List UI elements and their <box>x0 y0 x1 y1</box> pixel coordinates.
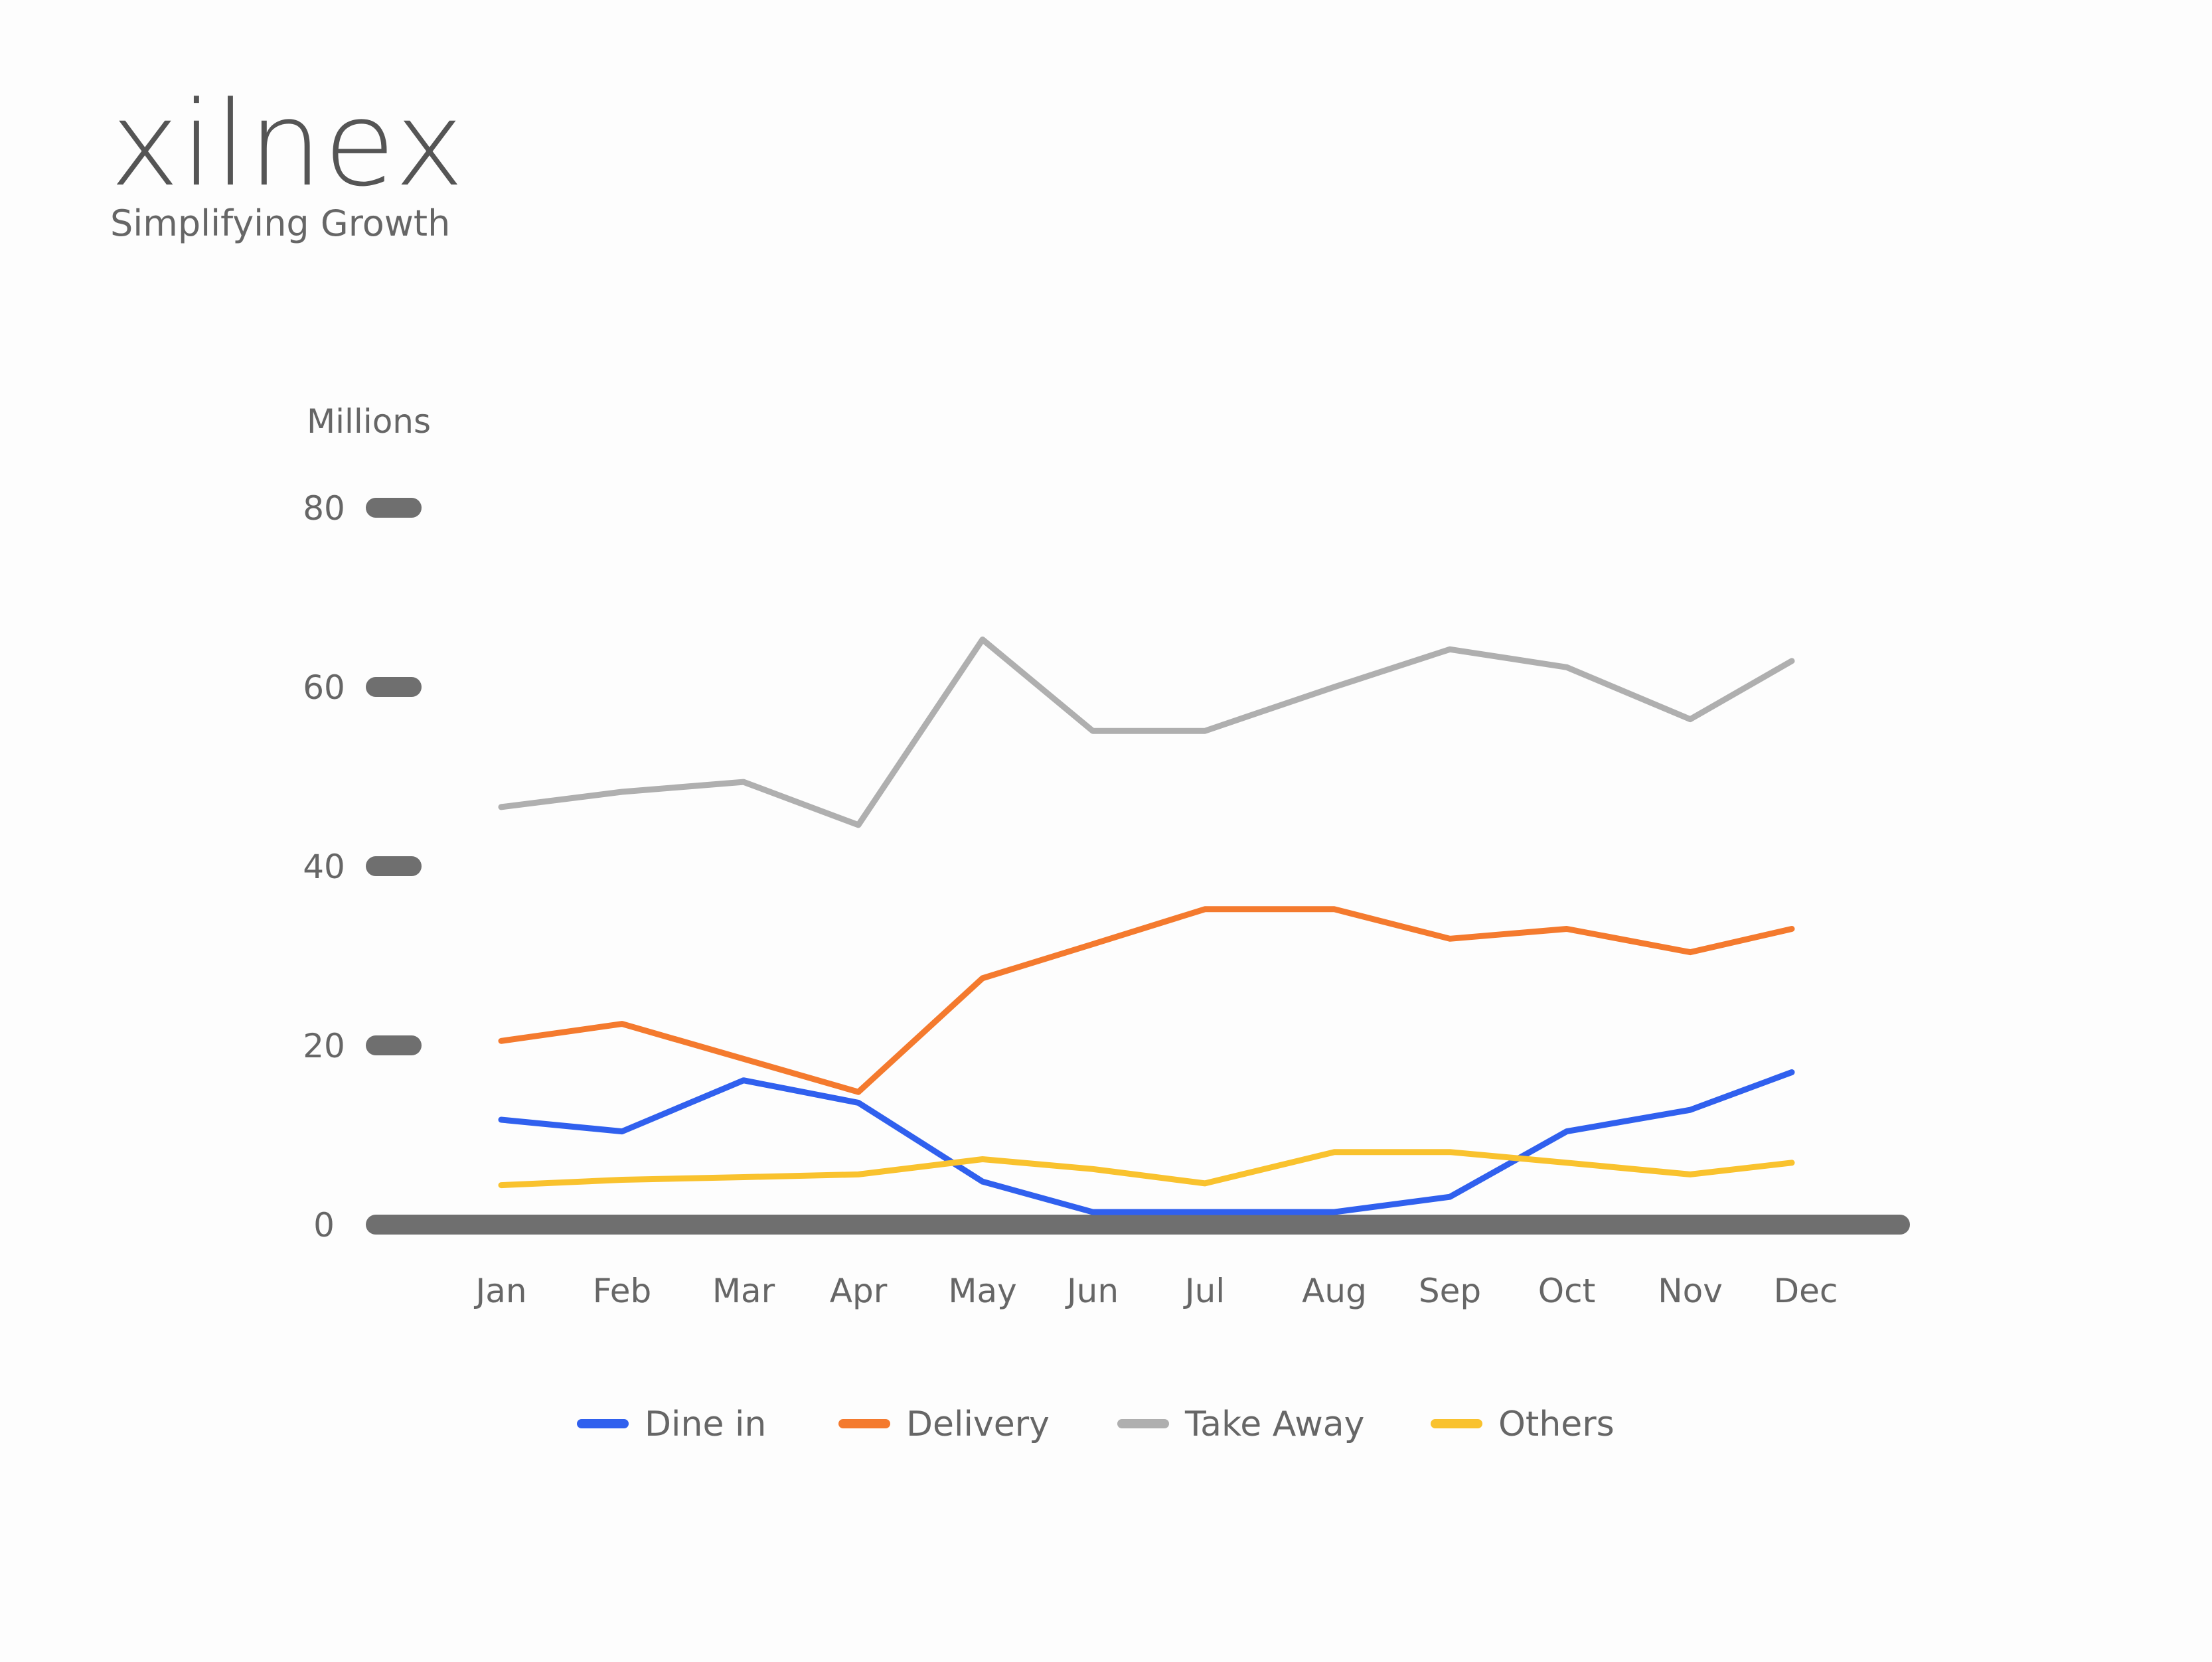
legend: Dine in Delivery Take Away Others <box>577 1404 1615 1444</box>
y-tick-label: 80 <box>303 489 345 528</box>
series-lines <box>498 637 1795 1215</box>
legend-label: Delivery <box>906 1404 1050 1444</box>
x-tick-label: Mar <box>712 1272 775 1310</box>
y-axis-unit-label: Millions <box>307 402 431 441</box>
x-tick-label: Aug <box>1302 1272 1367 1310</box>
y-tick-label: 0 <box>313 1206 335 1245</box>
x-tick-label: Oct <box>1538 1272 1595 1310</box>
x-axis: Jan Feb Mar Apr May Jun Jul Aug Sep Oct Nov Dec <box>473 1272 1838 1310</box>
y-axis: 0 20 40 60 80 <box>303 489 422 1245</box>
x-tick-label: Nov <box>1658 1272 1723 1310</box>
y-tick-label: 20 <box>303 1027 345 1065</box>
x-tick-label: Dec <box>1774 1272 1838 1310</box>
series-line-delivery <box>498 906 1795 1095</box>
series-line-take-away <box>498 637 1795 828</box>
legend-label: Dine in <box>645 1404 766 1444</box>
legend-label: Others <box>1498 1404 1615 1444</box>
x-tick-label: Feb <box>593 1272 652 1310</box>
x-tick-label: Apr <box>830 1272 888 1310</box>
x-tick-label: Jun <box>1065 1272 1119 1310</box>
brand-logo: xilnex Simplifying Growth <box>110 76 465 244</box>
x-tick-label: Jul <box>1183 1272 1225 1310</box>
x-tick-label: May <box>948 1272 1016 1310</box>
brand-tagline: Simplifying Growth <box>110 202 451 244</box>
x-tick-label: Sep <box>1419 1272 1481 1310</box>
series-line-others <box>498 1149 1795 1189</box>
brand-name: xilnex <box>110 76 465 212</box>
y-tick-label: 60 <box>303 668 345 707</box>
y-tick-label: 40 <box>303 848 345 886</box>
legend-label: Take Away <box>1184 1404 1364 1444</box>
x-tick-label: Jan <box>473 1272 526 1310</box>
series-line-dine-in <box>498 1069 1795 1215</box>
